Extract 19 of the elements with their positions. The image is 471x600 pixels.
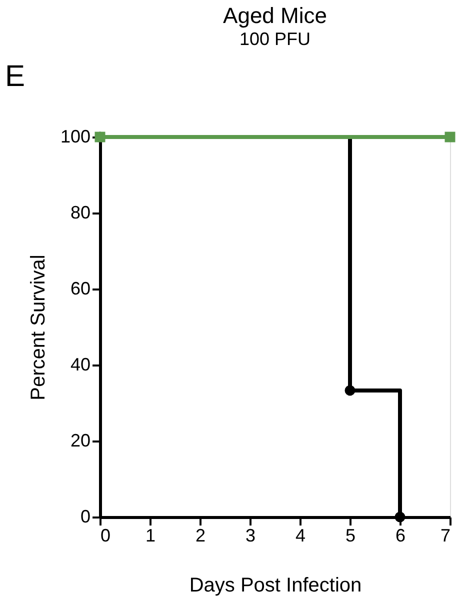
x-tick-label: 2 <box>195 526 206 546</box>
y-axis-title: Percent Survival <box>27 254 50 400</box>
x-tick-label: 5 <box>345 526 356 546</box>
text: E <box>5 60 26 93</box>
x-axis-title: Days Post Infection <box>189 574 362 596</box>
x-tick-label: 3 <box>245 526 256 546</box>
y-tick-label: 80 <box>70 202 90 222</box>
y-tick-label: 40 <box>70 354 90 374</box>
y-tick-label: 60 <box>70 278 90 298</box>
y-tick-label: 100 <box>60 126 90 146</box>
x-tick-label: 7 <box>440 526 450 546</box>
x-tick-label: 1 <box>145 526 156 546</box>
chart-subtitle: 100 PFU <box>239 29 311 49</box>
chart-title: Aged Mice <box>223 3 327 28</box>
y-tick-label: 0 <box>80 506 90 526</box>
x-tick-label: 6 <box>395 526 406 546</box>
x-tick-label: 0 <box>100 526 111 546</box>
x-tick-label: 4 <box>295 526 306 546</box>
y-tick-label: 20 <box>70 430 90 450</box>
